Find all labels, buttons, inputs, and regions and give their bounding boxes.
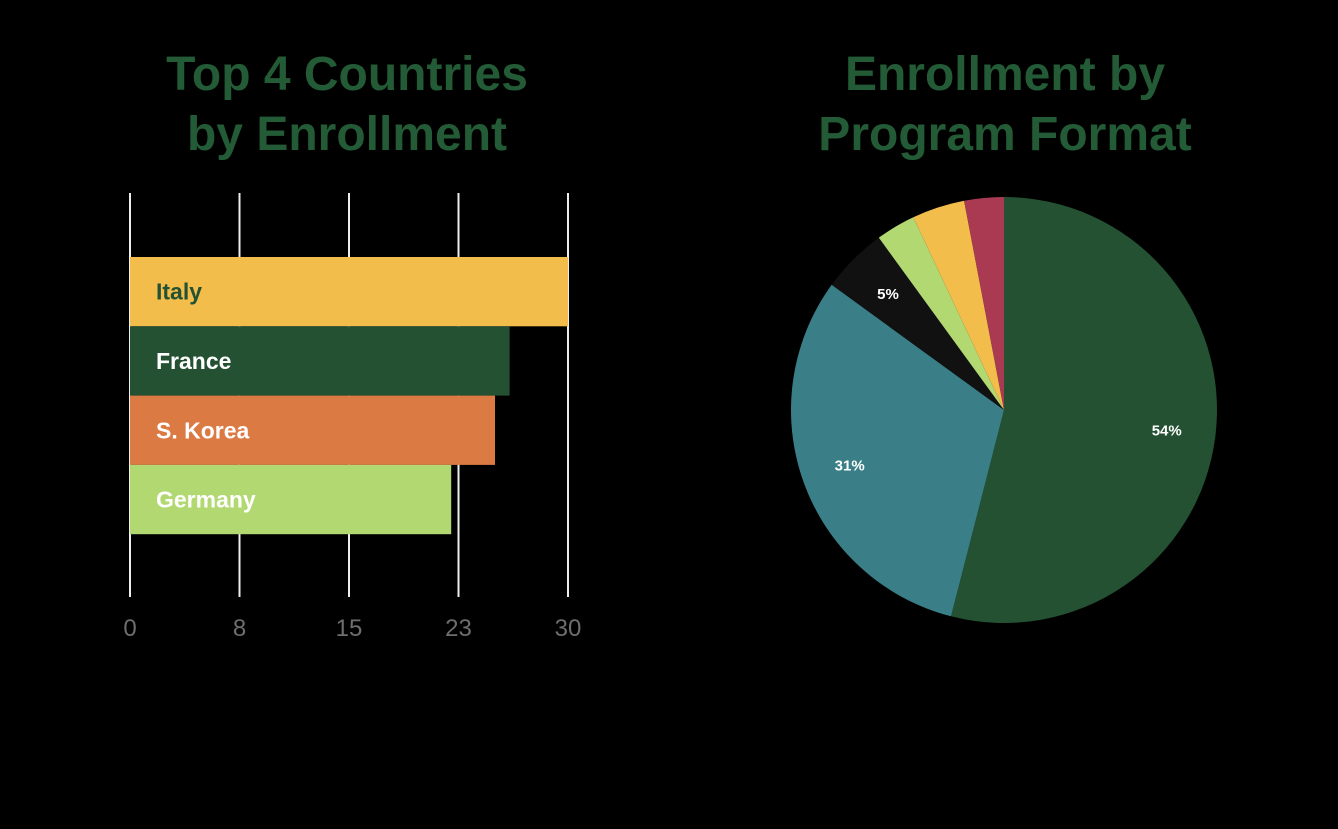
pie-slice-label: 54% bbox=[1152, 423, 1182, 440]
bar-x-tick-label: 23 bbox=[445, 615, 472, 642]
bar-x-tick-label: 8 bbox=[233, 615, 246, 642]
pie-slice bbox=[831, 237, 1004, 410]
pie-chart-title: Enrollment by Program Format bbox=[755, 45, 1255, 165]
bar bbox=[130, 326, 510, 396]
bar bbox=[130, 395, 495, 465]
bar-x-tick-label: 30 bbox=[555, 615, 582, 642]
pie-slice bbox=[913, 200, 1004, 410]
bar-category-label: France bbox=[156, 348, 231, 374]
pie-slice-label: 5% bbox=[877, 286, 899, 303]
bar-chart-title: Top 4 Countries by Enrollment bbox=[97, 45, 597, 165]
pie-slice bbox=[790, 284, 1004, 617]
bar-category-label: Italy bbox=[156, 279, 202, 305]
pie-slice bbox=[951, 197, 1217, 623]
bar bbox=[130, 464, 452, 535]
bar bbox=[130, 257, 568, 327]
pie-slice bbox=[964, 197, 1004, 410]
bar-chart-title-line-2: by Enrollment bbox=[186, 108, 508, 161]
bar-x-tick-label: 15 bbox=[336, 615, 363, 642]
pie-slice bbox=[878, 217, 1004, 410]
pie-chart-title-line-1: Enrollment by bbox=[844, 48, 1166, 101]
pie-slice-label: 31% bbox=[835, 458, 865, 475]
bar-category-label: Germany bbox=[156, 487, 256, 513]
bar-category-label: S. Korea bbox=[156, 417, 250, 443]
bar-chart-title-line-1: Top 4 Countries bbox=[166, 48, 528, 101]
pie-chart-title-line-2: Program Format bbox=[818, 108, 1192, 161]
bar-x-tick-label: 0 bbox=[123, 615, 136, 642]
